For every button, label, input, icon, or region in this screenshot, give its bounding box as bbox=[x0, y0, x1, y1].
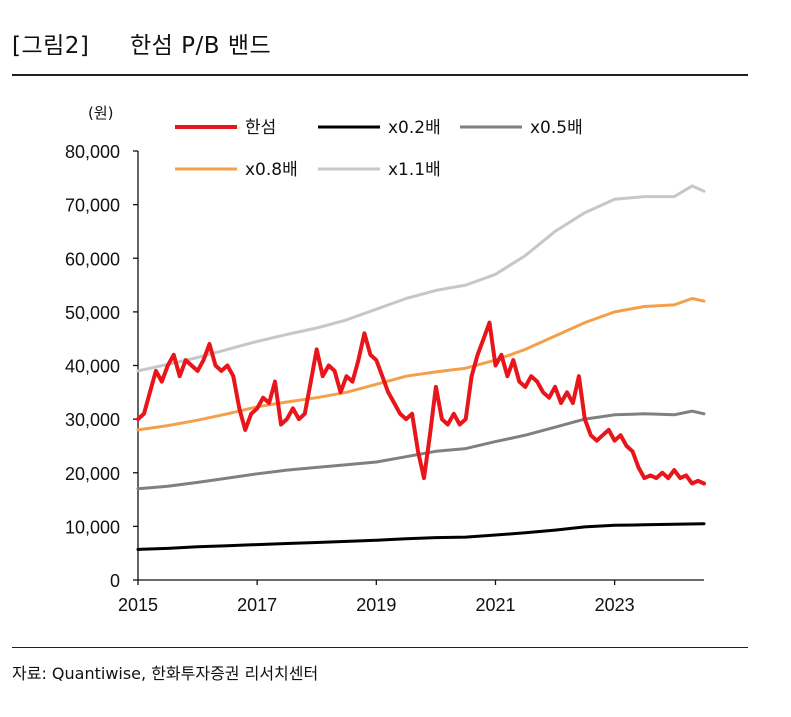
y-tick-label: 50,000 bbox=[65, 303, 120, 323]
y-tick-label: 80,000 bbox=[65, 142, 120, 162]
x-axis: 2015 2017 2019 2021 2023 bbox=[118, 579, 704, 615]
y-unit-label: (원) bbox=[88, 104, 114, 122]
series-line-4 bbox=[136, 184, 706, 373]
series-layer bbox=[136, 184, 706, 551]
x-tick-label: 2021 bbox=[475, 595, 515, 615]
y-tick-label: 30,000 bbox=[65, 410, 120, 430]
y-tick-label: 20,000 bbox=[65, 464, 120, 484]
x-tick-label: 2019 bbox=[356, 595, 396, 615]
y-tick-label: 0 bbox=[110, 571, 120, 591]
legend-label: x0.2배 bbox=[388, 118, 441, 138]
legend-label: 한섬 bbox=[245, 118, 276, 138]
top-divider bbox=[12, 74, 748, 76]
legend-label: x0.5배 bbox=[530, 118, 583, 138]
source-note: 자료: Quantiwise, 한화투자증권 리서치센터 bbox=[12, 664, 319, 683]
x-tick-label: 2017 bbox=[237, 595, 277, 615]
legend-label: x0.8배 bbox=[245, 160, 298, 180]
series-line-1 bbox=[136, 522, 706, 551]
y-tick-label: 60,000 bbox=[65, 249, 120, 269]
legend-label: x1.1배 bbox=[388, 160, 441, 180]
series-line-3 bbox=[136, 297, 706, 432]
series-line-0 bbox=[136, 320, 706, 486]
series-line-2 bbox=[136, 409, 706, 491]
y-tick-label: 10,000 bbox=[65, 517, 120, 537]
figure-label: [그림2] bbox=[12, 33, 90, 59]
y-tick-label: 40,000 bbox=[65, 357, 120, 377]
legend: 한섬 x0.2배 x0.5배 x0.8배 x1.1배 bbox=[175, 118, 583, 180]
y-axis: 0 10,000 20,000 30,000 40,000 50,000 60,000 70,… bbox=[65, 142, 139, 591]
x-tick-label: 2023 bbox=[595, 595, 635, 615]
bottom-divider bbox=[12, 647, 748, 648]
y-tick-label: 70,000 bbox=[65, 196, 120, 216]
figure-title: 한섬 P/B 밴드 bbox=[130, 33, 272, 59]
x-tick-label: 2015 bbox=[118, 595, 158, 615]
pb-band-chart: 0 10,000 20,000 30,000 40,000 50,000 60,000 70,… bbox=[65, 104, 706, 615]
